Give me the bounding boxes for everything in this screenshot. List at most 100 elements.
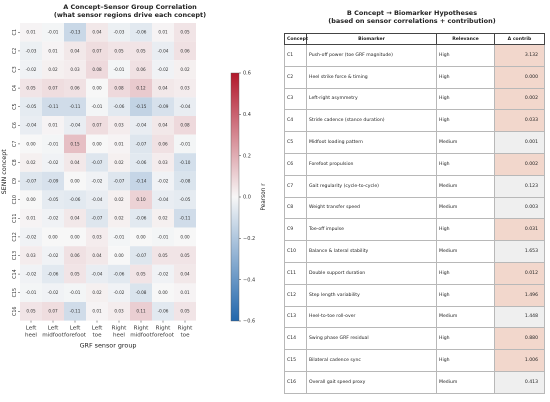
cell-value-label: -0.07 xyxy=(92,160,103,165)
cell-value-label: 0.04 xyxy=(158,86,168,91)
heatmap-cell xyxy=(108,153,130,172)
heatmap-cell xyxy=(20,283,42,302)
cell-biomarker: Double support duration xyxy=(306,261,437,285)
colorbar-tick-label: 0.6 xyxy=(243,71,251,77)
cell-contrib: 0.033 xyxy=(494,109,545,133)
cell-biomarker: Bilateral cadence sync xyxy=(306,349,437,372)
cell-value-label: -0.15 xyxy=(136,104,147,109)
heatmap-cell xyxy=(86,283,108,302)
cell-value-label: 0.02 xyxy=(158,216,168,221)
cell-value-label: -0.02 xyxy=(158,67,169,72)
heatmap-cell xyxy=(174,97,196,116)
heatmap-cell xyxy=(174,190,196,209)
cell-value-label: 0.02 xyxy=(180,67,190,72)
cell-value-label: 0.04 xyxy=(70,160,80,165)
heatmap-cell xyxy=(108,302,130,321)
y-tick-label: C16 xyxy=(12,307,18,316)
cell-value-label: 0.12 xyxy=(136,86,146,91)
table-header-row: Concept Biomarker Relevance Δ contrib xyxy=(284,33,545,45)
cell-value-label: 0.05 xyxy=(136,272,146,277)
heatmap-chart: 0.01 -0.01 -0.13 0.04 -0.03 -0.06 0.01 0.05 -0.0… xyxy=(0,23,267,350)
heatmap-cell xyxy=(152,134,174,154)
cell-value-label: 0.04 xyxy=(180,272,190,277)
cell-value-label: 0.08 xyxy=(92,67,102,72)
cell-value-label: -0.04 xyxy=(136,123,147,128)
y-tick-label: C12 xyxy=(12,232,18,241)
cell-value-label: -0.02 xyxy=(48,253,59,258)
table-row: C14 Swing phase GRF residual High 0.880 xyxy=(284,327,545,351)
x-tick-label: Left xyxy=(92,326,103,332)
cell-contrib: 0.001 xyxy=(494,131,545,154)
heatmap-cell xyxy=(64,209,86,228)
heatmap-cell xyxy=(86,209,108,228)
table-row: C1 Push-off power (toe GRF magnitude) High… xyxy=(284,44,545,67)
cell-value-label: -0.02 xyxy=(26,272,37,277)
colorbar-tick-label: 0.4 xyxy=(243,112,251,118)
heatmap-cell xyxy=(108,283,130,302)
cell-value-label: 0.00 xyxy=(92,141,102,146)
cell-value-label: -0.06 xyxy=(136,216,147,221)
cell-value-label: 0.01 xyxy=(92,309,102,314)
heatmap-cell xyxy=(152,41,174,61)
colorbar-label: Pearson r xyxy=(261,183,267,211)
cell-concept: C16 xyxy=(284,370,307,394)
heatmap-cell xyxy=(130,97,152,116)
table-row: C15 Bilateral cadence sync High 1.006 xyxy=(284,349,545,372)
heatmap-cell xyxy=(20,97,42,116)
cell-value-label: 0.03 xyxy=(92,234,102,239)
heatmap-cell xyxy=(130,60,152,79)
cell-concept: C7 xyxy=(284,174,307,198)
cell-value-label: -0.02 xyxy=(158,272,169,277)
cell-value-label: 0.00 xyxy=(70,234,80,239)
heatmap-cell xyxy=(174,153,196,172)
table-row: C6 Forefoot propulsion High 0.002 xyxy=(284,152,545,176)
heatmap-cell xyxy=(64,153,86,172)
heatmap-cell xyxy=(174,171,196,191)
cell-value-label: 0.05 xyxy=(26,309,36,314)
cell-contrib: 0.002 xyxy=(494,87,545,111)
x-tick-label: toe xyxy=(92,333,102,339)
cell-contrib: 0.413 xyxy=(494,370,545,394)
x-tick-label: forefoot xyxy=(152,333,175,339)
cell-relevance: Medium xyxy=(436,240,495,263)
heatmap-cell xyxy=(130,153,152,172)
heatmap-cell xyxy=(174,264,196,284)
cell-value-label: -0.07 xyxy=(136,141,147,146)
cell-relevance: High xyxy=(436,44,495,67)
y-tick-label: C15 xyxy=(12,288,18,297)
cell-relevance: High xyxy=(436,109,495,133)
cell-value-label: 0.04 xyxy=(158,123,168,128)
cell-contrib: 1.496 xyxy=(494,283,545,307)
table-row: C16 Overall gait speed proxy Medium 0.413 xyxy=(284,370,545,394)
cell-value-label: -0.02 xyxy=(48,216,59,221)
heatmap-cell xyxy=(108,60,130,79)
cell-value-label: -0.01 xyxy=(114,67,125,72)
heatmap-cell xyxy=(20,78,42,98)
y-tick-label: C9 xyxy=(12,178,18,184)
heatmap-cell xyxy=(20,23,42,42)
heatmap-cell xyxy=(152,153,174,172)
cell-value-label: -0.07 xyxy=(26,179,37,184)
heatmap-cell xyxy=(86,171,108,191)
cell-value-label: 0.05 xyxy=(70,272,80,277)
heatmap-cell xyxy=(108,190,130,209)
cell-value-label: 0.04 xyxy=(92,30,102,35)
heatmap-cell xyxy=(130,171,152,191)
cell-biomarker: Heel-to-toe roll-over xyxy=(306,305,437,329)
heatmap-cell xyxy=(86,227,108,247)
y-tick-label: C10 xyxy=(12,195,18,204)
heatmap-cell xyxy=(42,60,64,79)
cell-value-label: 0.07 xyxy=(48,86,58,91)
cell-value-label: 0.01 xyxy=(26,30,36,35)
cell-value-label: 0.00 xyxy=(136,234,146,239)
cell-value-label: -0.04 xyxy=(26,123,37,128)
cell-biomarker: Heel strike force & timing xyxy=(306,65,437,89)
heatmap-cell xyxy=(130,190,152,209)
colorbar-tick-label: −0.4 xyxy=(243,277,255,283)
cell-value-label: -0.04 xyxy=(92,197,103,202)
heatmap-cell xyxy=(42,246,64,265)
heatmap-cell xyxy=(152,78,174,98)
cell-value-label: 0.02 xyxy=(26,160,36,165)
heatmap-cell xyxy=(42,153,64,172)
heatmap-cell xyxy=(20,41,42,61)
